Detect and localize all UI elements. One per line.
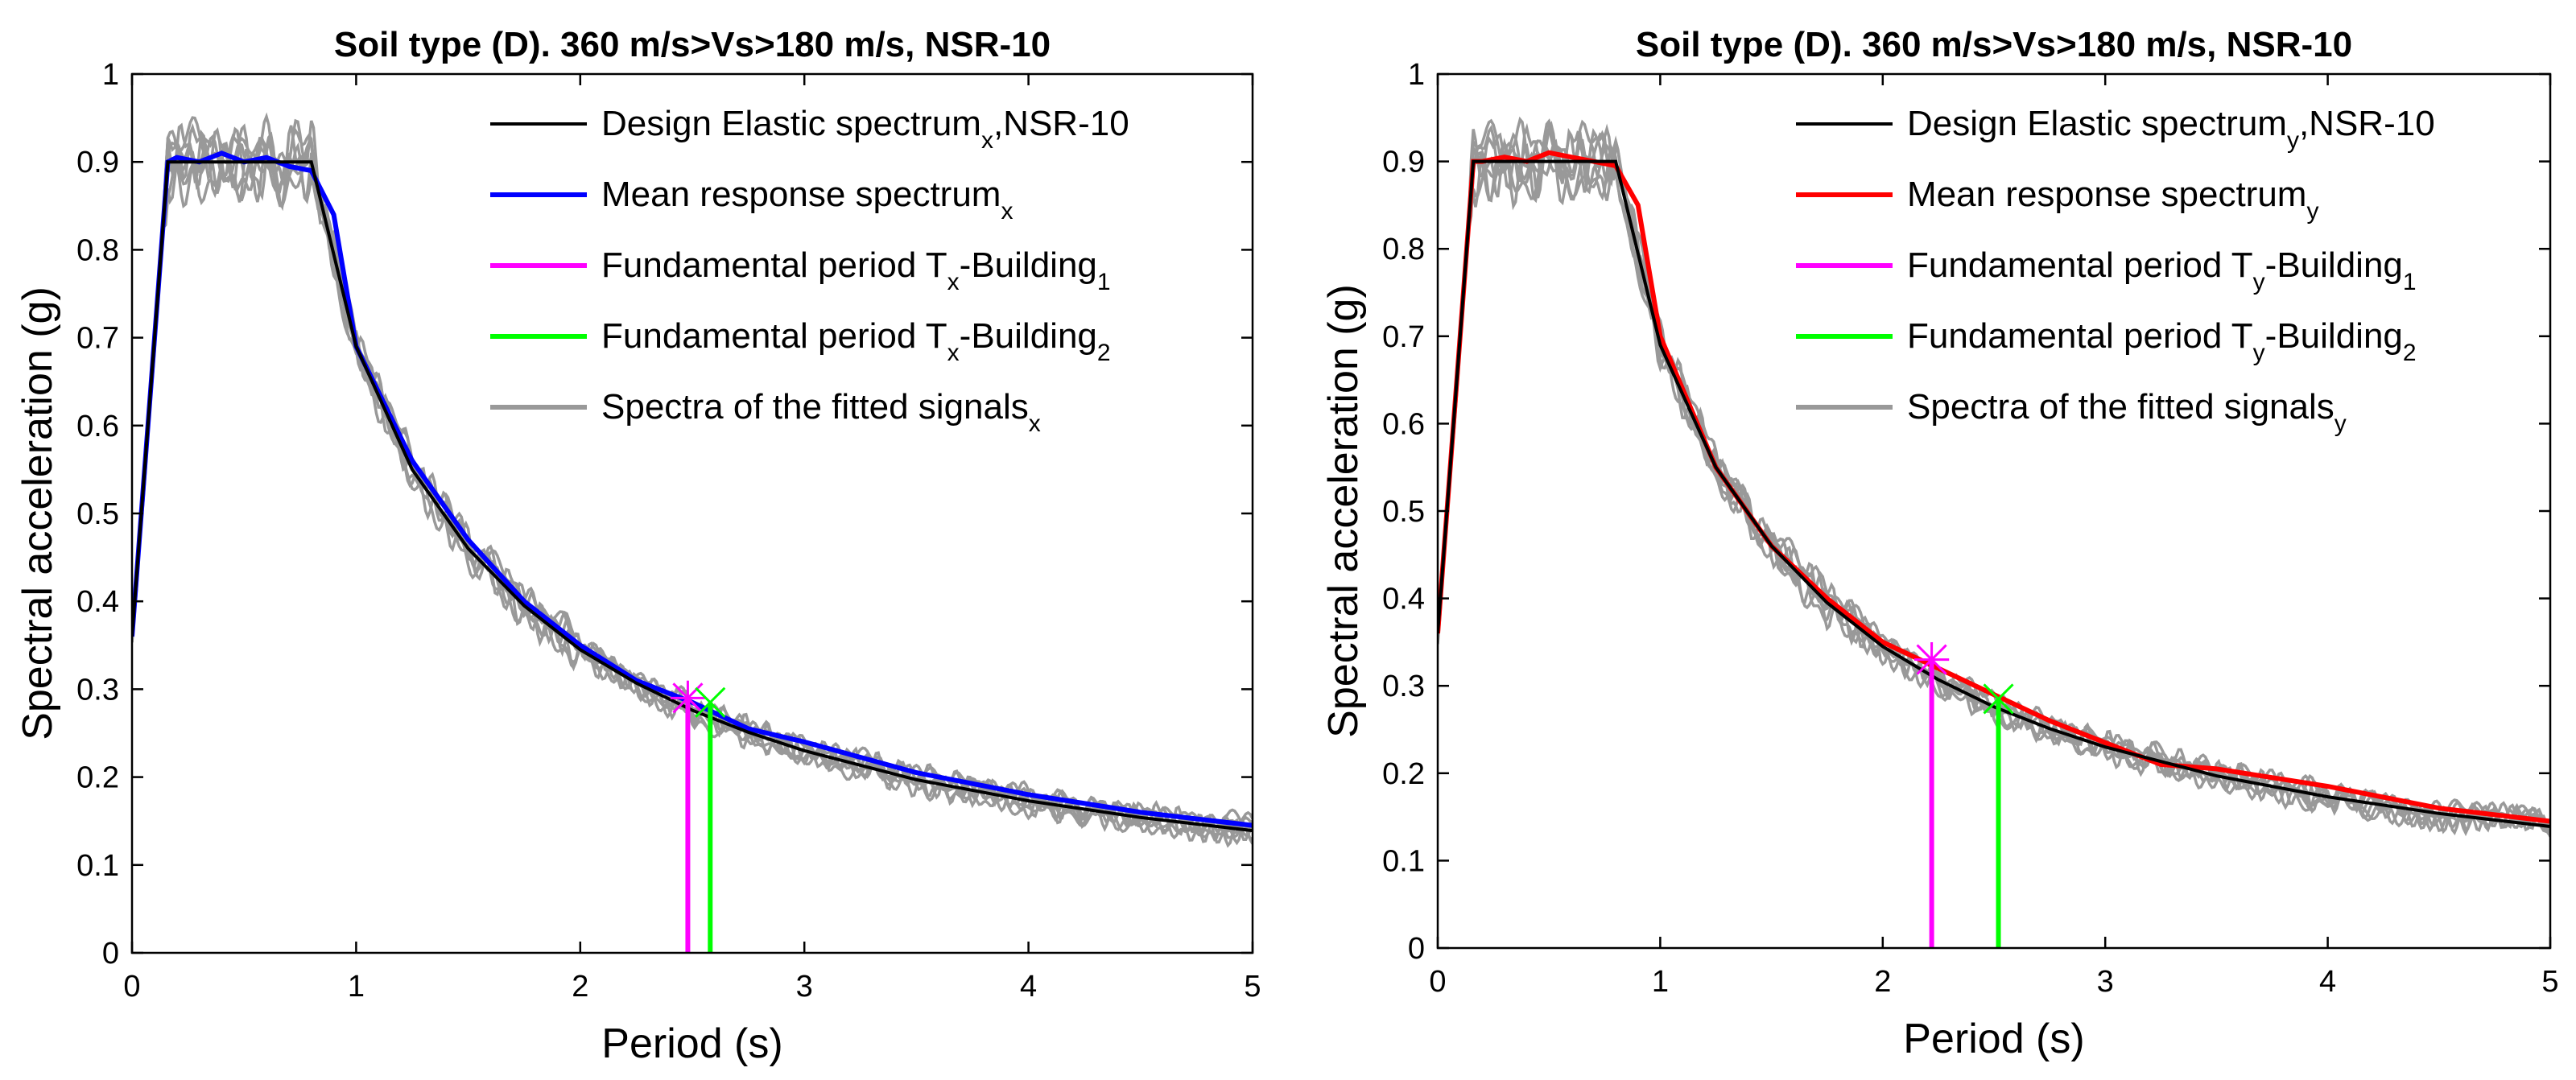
building-1-marker xyxy=(670,680,706,715)
y-tick-label: 0.8 xyxy=(1382,233,1425,266)
chart-left: 0 1 2 3 4 5 0 0.1 0.2 0.3 0.4 0.5 0.6 0.7 0.8 0.9 1 Soil … xyxy=(14,25,1261,1067)
x-tick-label: 2 xyxy=(1874,965,1891,999)
y-tick-label: 0.3 xyxy=(76,673,119,707)
x-tick-label: 4 xyxy=(2319,965,2336,999)
legend: Design Elastic spectrumx,NSR-10 Mean resp… xyxy=(490,104,1129,437)
y-tick-label: 0.6 xyxy=(76,410,119,443)
legend-item-b1: Fundamental period Ty-Building1 xyxy=(1796,245,2417,295)
legend-item-b2: Fundamental period Tx-Building2 xyxy=(490,316,1111,366)
x-axis-label: Period (s) xyxy=(1903,1016,2084,1062)
legend-item-mean: Mean response spectrumx xyxy=(490,175,1013,225)
y-tick-label: 1 xyxy=(102,58,119,92)
y-tick-label: 0.6 xyxy=(1382,407,1425,441)
legend-label: Mean response spectrumx xyxy=(601,175,1013,225)
x-tick-label: 3 xyxy=(2097,965,2114,999)
design-spectrum-line xyxy=(1438,159,2550,828)
legend-item-mean: Mean response spectrumy xyxy=(1796,175,2318,225)
x-tick-label: 1 xyxy=(348,970,365,1004)
legend-label: Spectra of the fitted signalsy xyxy=(1907,387,2347,437)
legend-label: Fundamental period Ty-Building2 xyxy=(1907,316,2417,366)
y-tick-label: 0.2 xyxy=(1382,757,1425,791)
x-tick-label: 3 xyxy=(796,970,813,1004)
legend-item-b2: Fundamental period Ty-Building2 xyxy=(1796,316,2417,366)
y-axis-label: Spectral acceleration (g) xyxy=(1320,284,1367,738)
y-tick-label: 0.9 xyxy=(76,146,119,179)
y-tick-label: 0.7 xyxy=(76,322,119,356)
legend-item-b1: Fundamental period Tx-Building1 xyxy=(490,245,1111,295)
x-tick-label: 5 xyxy=(1244,970,1261,1004)
y-tick-label: 0 xyxy=(102,937,119,971)
legend-label: Fundamental period Tx-Building2 xyxy=(601,316,1111,366)
y-tick-label: 0.5 xyxy=(1382,495,1425,529)
x-axis-label: Period (s) xyxy=(601,1020,782,1067)
legend-item-signals: Spectra of the fitted signalsy xyxy=(1796,387,2347,437)
y-tick-label: 0.4 xyxy=(1382,583,1425,616)
legend-item-design: Design Elastic spectrumx,NSR-10 xyxy=(490,104,1129,154)
plot-content xyxy=(132,112,1253,953)
legend-label: Design Elastic spectrumx,NSR-10 xyxy=(601,104,1129,154)
x-tick-label: 2 xyxy=(572,970,588,1004)
y-tick-label: 0.8 xyxy=(76,233,119,267)
legend: Design Elastic spectrumy,NSR-10 Mean resp… xyxy=(1796,104,2435,437)
mean-spectrum-line xyxy=(132,150,1253,828)
y-tick-label: 0.1 xyxy=(76,849,119,883)
y-tick-label: 0.4 xyxy=(76,585,119,619)
x-tick-label: 4 xyxy=(1020,970,1037,1004)
x-tick-label: 0 xyxy=(123,970,140,1004)
y-tick-label: 0.1 xyxy=(1382,844,1425,878)
building-1-marker xyxy=(1914,642,1950,678)
x-tick-label: 1 xyxy=(1652,965,1669,999)
legend-item-signals: Spectra of the fitted signalsx xyxy=(490,387,1041,437)
building-2-marker xyxy=(1983,683,2014,715)
legend-label: Fundamental period Tx-Building1 xyxy=(601,245,1111,295)
chart-title: Soil type (D). 360 m/s>Vs>180 m/s, NSR-1… xyxy=(334,25,1051,64)
y-tick-label: 0.7 xyxy=(1382,320,1425,354)
y-tick-label: 0.5 xyxy=(76,497,119,531)
y-tick-label: 0.9 xyxy=(1382,146,1425,179)
legend-label: Fundamental period Ty-Building1 xyxy=(1907,245,2417,295)
legend-label: Design Elastic spectrumy,NSR-10 xyxy=(1907,104,2435,154)
y-axis-label: Spectral acceleration (g) xyxy=(14,286,61,740)
plot-content xyxy=(1438,116,2550,948)
y-tick-label: 1 xyxy=(1408,58,1425,92)
chart-title: Soil type (D). 360 m/s>Vs>180 m/s, NSR-1… xyxy=(1636,25,2352,64)
legend-label: Mean response spectrumy xyxy=(1907,175,2318,225)
legend-label: Spectra of the fitted signalsx xyxy=(601,387,1041,437)
y-tick-label: 0.3 xyxy=(1382,670,1425,703)
building-2-marker xyxy=(695,686,726,718)
x-tick-label: 0 xyxy=(1429,965,1446,999)
y-tick-label: 0 xyxy=(1408,932,1425,966)
legend-item-design: Design Elastic spectrumy,NSR-10 xyxy=(1796,104,2435,154)
chart-right: 0 1 2 3 4 5 0 0.1 0.2 0.3 0.4 0.5 0.6 0.7 0.8 0.9 1 Soil … xyxy=(1320,25,2559,1062)
x-tick-label: 5 xyxy=(2541,965,2558,999)
design-spectrum-line xyxy=(132,160,1253,833)
y-tick-label: 0.2 xyxy=(76,761,119,795)
